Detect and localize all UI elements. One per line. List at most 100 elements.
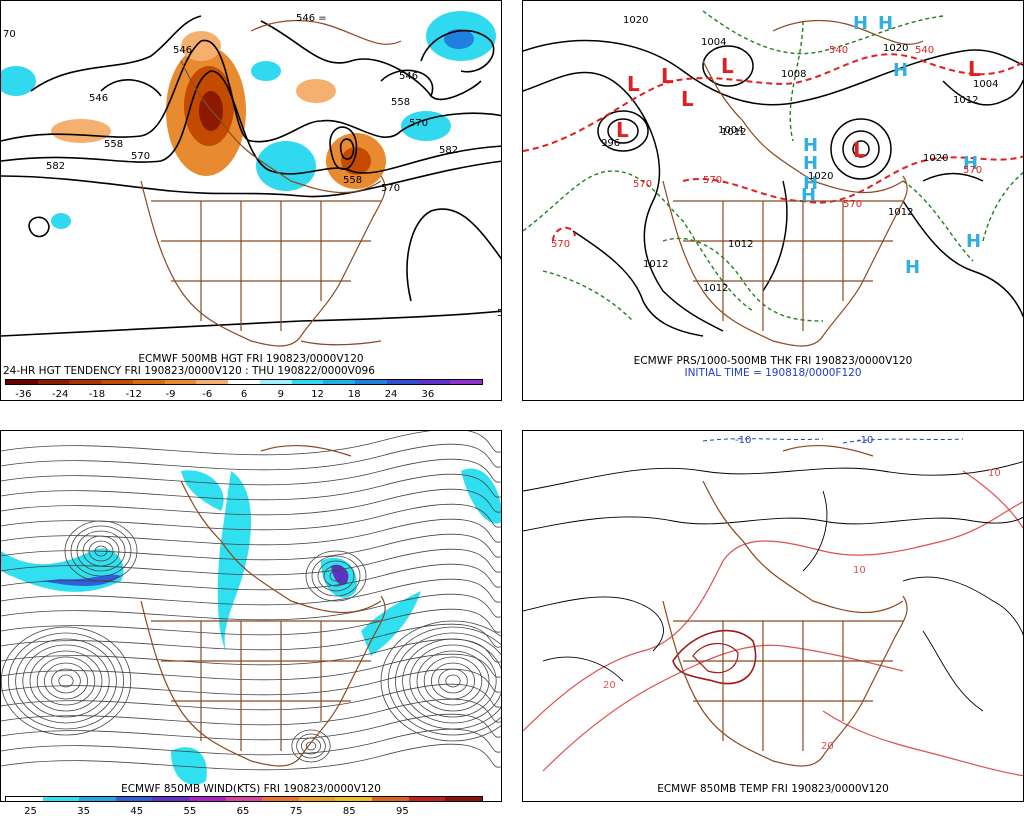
colorbar-label: 75 <box>289 806 303 817</box>
colorbar-swatch <box>196 380 229 384</box>
colorbar-label: -6 <box>202 389 213 400</box>
high-pressure-label: H <box>893 60 908 81</box>
colorbar-swatch <box>164 380 197 384</box>
colorbar-swatch <box>37 380 70 384</box>
contour-label: 546 = <box>296 13 327 24</box>
isobar-label: 1004 <box>701 37 726 48</box>
contour-label: 558 <box>391 97 410 108</box>
high-pressure-label: H <box>803 153 818 174</box>
temp-label: -10 <box>857 435 873 446</box>
thickness-label: 570 <box>703 175 722 186</box>
colorbar-swatch <box>189 797 226 801</box>
contour-label: 546 <box>173 45 192 56</box>
panel-subtitle: 24-HR HGT TENDENCY FRI 190823/0000V120 :… <box>3 365 375 377</box>
colorbar-label: -9 <box>165 389 176 400</box>
contour-label: 558 <box>343 175 362 186</box>
map-850mb-wind <box>1 431 501 785</box>
tendency-colorbar-labels: -36 -24 -18 -12 -9 -6 6 9 12 18 24 36 <box>5 389 483 400</box>
wind-colorbar <box>5 796 483 801</box>
isobar-labels: 1020 1004 1008 1012 1012 1012 1020 1020 … <box>601 15 998 294</box>
map-500mb: 546 546 546 558 558 558 570 570 570 582 … <box>1 11 502 347</box>
colorbar-label: 45 <box>130 806 144 817</box>
colorbar-swatch <box>408 797 446 801</box>
contour-label: 5 <box>497 308 502 319</box>
colorbar-swatch <box>298 797 336 801</box>
colorbar-swatch <box>152 797 190 801</box>
panel-title: ECMWF 850MB WIND(KTS) FRI 190823/0000V12… <box>121 783 381 795</box>
isobar-label: 1012 <box>643 259 668 270</box>
colorbar-swatch <box>69 380 102 384</box>
low-pressure-label: L <box>627 72 640 96</box>
colorbar-swatch <box>42 797 80 801</box>
coastlines <box>140 19 402 347</box>
thickness-label: 540 <box>915 45 934 56</box>
low-pressure-label: L <box>616 118 629 142</box>
low-labels: L L L L L L L <box>616 54 981 162</box>
colorbar-swatch <box>228 380 260 384</box>
temp-label: 20 <box>603 680 616 691</box>
low-pressure-label: L <box>661 64 674 88</box>
colorbar-label: -18 <box>88 389 106 400</box>
wind-speed-shading <box>1 468 501 785</box>
temp-label: 20 <box>821 741 834 752</box>
low-pressure-label: L <box>721 54 734 78</box>
colorbar-label: -24 <box>51 389 69 400</box>
isobar-label: 1020 <box>808 171 833 182</box>
colorbar-label: 12 <box>311 389 324 400</box>
temp-label: 10 <box>853 565 866 576</box>
isobar-label: 1020 <box>883 43 908 54</box>
high-pressure-label: H <box>963 153 978 174</box>
contour-label: 546 <box>399 71 418 82</box>
wind-colorbar-labels: 25 35 45 55 65 75 85 95 <box>4 806 482 818</box>
thickness-label: 540 <box>829 45 848 56</box>
contour-labels: 546 546 546 558 558 558 570 570 570 582 … <box>3 13 502 319</box>
contour-label: 546 <box>89 93 108 104</box>
contour-label: 558 <box>104 139 123 150</box>
colorbar-swatch <box>6 797 43 801</box>
high-pressure-label: H <box>878 13 893 34</box>
colorbar-swatch <box>79 797 116 801</box>
contour-label: 570 <box>409 118 428 129</box>
isobars <box>523 39 1023 337</box>
high-labels: H H H H H H H H H H <box>801 13 981 278</box>
colorbar-label: -36 <box>15 389 32 400</box>
thickness-label: 570 <box>551 239 570 250</box>
high-pressure-label: H <box>803 135 818 156</box>
thickness-labels: 540 540 570 570 570 570 570 <box>551 45 982 250</box>
high-pressure-label: H <box>905 257 920 278</box>
isobar-label: 1008 <box>781 69 806 80</box>
panel-500mb-height: 546 546 546 558 558 558 570 570 570 582 … <box>0 0 502 401</box>
isobar-label: 1012 <box>703 283 728 294</box>
tendency-shading <box>1 11 496 229</box>
colorbar-label: 35 <box>77 806 91 817</box>
colorbar-label: 6 <box>240 389 248 400</box>
isobar-label: 1012 <box>953 95 978 106</box>
isobar-label: 1012 <box>728 239 753 250</box>
panel-title: ECMWF PRS/1000-500MB THK FRI 190823/0000… <box>633 355 913 367</box>
contour-label: 582 <box>46 161 65 172</box>
temp-label: -10 <box>735 435 751 446</box>
temp-contours-cold <box>523 461 1023 712</box>
colorbar-label: 18 <box>347 389 361 400</box>
coastlines <box>662 19 924 347</box>
coastlines <box>662 444 908 767</box>
colorbar-swatch <box>259 380 292 384</box>
temp-labels: -10 -10 10 10 20 20 <box>603 435 1001 752</box>
map-pressure-thickness: L L L L L L L H H H H H H H H H H 1020 1… <box>523 10 1023 347</box>
colorbar-label: 65 <box>236 806 250 817</box>
temp-label: 10 <box>988 468 1001 479</box>
colorbar-label: -12 <box>125 389 142 400</box>
contour-label: 70 <box>3 29 16 40</box>
colorbar-label: 95 <box>395 806 409 817</box>
colorbar-swatch <box>372 797 409 801</box>
colorbar-label: 25 <box>24 806 37 817</box>
temp-contours-negative <box>702 438 964 444</box>
colorbar-label: 24 <box>384 389 398 400</box>
map-850mb-temp: -10 -10 10 10 20 20 <box>523 435 1023 777</box>
colorbar-swatch <box>323 380 356 384</box>
low-pressure-label: L <box>853 138 866 162</box>
colorbar-swatch <box>291 380 324 384</box>
panel-subtitle: INITIAL TIME = 190818/0000F120 <box>684 367 862 379</box>
colorbar-swatch <box>262 797 299 801</box>
isobar-label: 1004 <box>718 125 743 136</box>
